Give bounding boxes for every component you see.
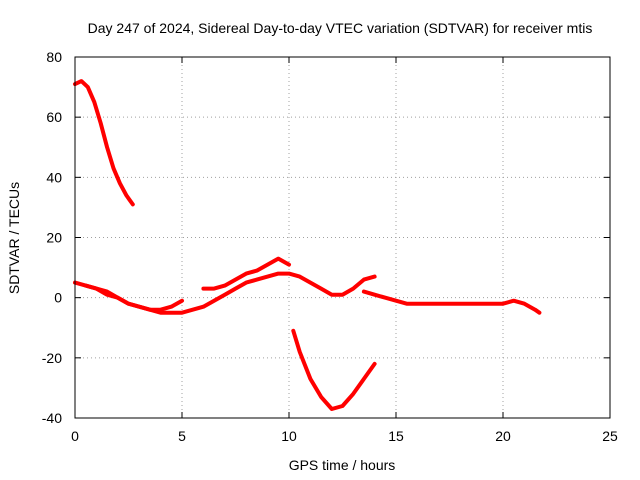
y-tick-label: -20	[42, 350, 62, 366]
x-tick-label: 20	[495, 428, 511, 444]
y-tick-label: 80	[46, 49, 62, 65]
data-series	[73, 79, 542, 411]
y-tick-label: 40	[46, 169, 62, 185]
grid-lines	[75, 57, 610, 418]
series-line-segment-1	[73, 79, 135, 207]
series-line-segment-4	[201, 256, 291, 291]
y-tick-label: -40	[42, 410, 62, 426]
chart-title: Day 247 of 2024, Sidereal Day-to-day VTE…	[88, 20, 593, 36]
series-line-segment-5	[291, 328, 377, 411]
x-tick-label: 10	[281, 428, 297, 444]
x-tick-label: 5	[178, 428, 186, 444]
x-tick-label: 15	[388, 428, 404, 444]
x-tick-label: 0	[71, 428, 79, 444]
y-tick-label: 60	[46, 109, 62, 125]
series-line-segment-3	[83, 271, 377, 315]
tick-labels: 0 5 10 15 20 25 -40 -20 0 20 40 60 80	[42, 49, 618, 444]
y-tick-label: 20	[46, 230, 62, 246]
plot-frame	[74, 56, 611, 419]
series-line-segment-6	[361, 289, 542, 315]
y-axis-label: SDTVAR / TECUs	[6, 182, 22, 294]
y-tick-label: 0	[54, 290, 62, 306]
x-axis-label: GPS time / hours	[289, 457, 396, 473]
x-tick-label: 25	[602, 428, 618, 444]
